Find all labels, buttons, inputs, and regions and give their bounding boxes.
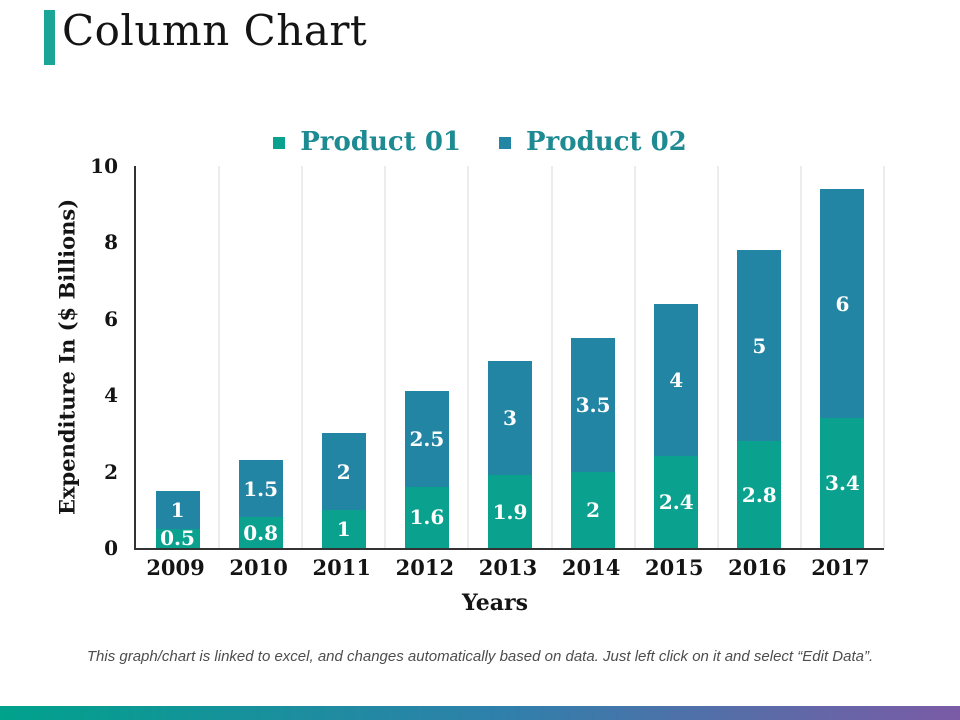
gridline bbox=[551, 166, 553, 548]
bar-segment-product-01-2009[interactable]: 0.5 bbox=[155, 526, 200, 551]
bar-value-label: 1.6 bbox=[409, 505, 445, 530]
x-tick-label-2016: 2016 bbox=[728, 555, 787, 580]
x-tick-label-2017: 2017 bbox=[811, 555, 870, 580]
bottom-gradient-bar bbox=[0, 706, 960, 720]
bar-value-label: 2 bbox=[586, 497, 601, 522]
bar-segment-product-01-2017[interactable]: 3.4 bbox=[820, 418, 865, 548]
gridline bbox=[218, 166, 220, 548]
x-tick-label-2009: 2009 bbox=[146, 555, 205, 580]
gridline bbox=[301, 166, 303, 548]
x-axis-title: Years bbox=[461, 590, 529, 616]
bar-segment-product-02-2014[interactable]: 3.5 bbox=[571, 337, 616, 472]
bar-value-label: 2 bbox=[336, 459, 351, 484]
legend-item-product-02[interactable]: Product 02 bbox=[499, 127, 687, 157]
gridline bbox=[384, 166, 386, 548]
gridline bbox=[800, 166, 802, 548]
legend-item-product-01[interactable]: Product 01 bbox=[273, 127, 461, 157]
bar-value-label: 2.8 bbox=[741, 482, 777, 507]
bar-segment-product-02-2013[interactable]: 3 bbox=[488, 360, 532, 476]
bar-segment-product-01-2013[interactable]: 1.9 bbox=[488, 475, 532, 548]
title-accent-bar bbox=[44, 10, 55, 65]
bar-value-label: 3 bbox=[503, 406, 517, 431]
bar-value-label: 1 bbox=[170, 497, 185, 522]
gridline bbox=[883, 166, 885, 548]
bar-segment-product-02-2011[interactable]: 2 bbox=[321, 433, 366, 510]
bar-value-label: 6 bbox=[835, 291, 850, 316]
bar-segment-product-02-2016[interactable]: 5 bbox=[737, 250, 782, 442]
x-tick-label-2010: 2010 bbox=[229, 555, 288, 580]
y-axis-ticks: 0 2 4 6 8 10 bbox=[0, 156, 120, 558]
bar-segment-product-01-2012[interactable]: 1.6 bbox=[404, 486, 449, 548]
bar-segment-product-01-2016[interactable]: 2.8 bbox=[737, 441, 782, 548]
gridline bbox=[634, 166, 636, 548]
bar-segment-product-01-2014[interactable]: 2 bbox=[571, 471, 616, 548]
bar-segment-product-02-2010[interactable]: 1.5 bbox=[238, 460, 283, 518]
bar-value-label: 1.9 bbox=[492, 499, 528, 524]
bar-value-label: 0.8 bbox=[243, 520, 279, 545]
bar-value-label: 2.4 bbox=[658, 490, 694, 515]
legend-label-product-02: Product 02 bbox=[526, 127, 687, 157]
x-tick-label-2011: 2011 bbox=[312, 555, 371, 580]
bar-segment-product-01-2010[interactable]: 0.8 bbox=[238, 517, 283, 548]
bar-segment-product-02-2009[interactable]: 1 bbox=[155, 490, 200, 529]
plot-area[interactable]: 0.5 1 0.8 1.5 1 2 1.6 2.5 1.9 3 2 3.5 2.4 4 2.8 5 3.4 6 bbox=[134, 166, 885, 551]
y-tick-label: 8 bbox=[104, 230, 118, 255]
legend-swatch-product-02-icon bbox=[499, 137, 511, 149]
gridline bbox=[717, 166, 719, 548]
bar-segment-product-02-2015[interactable]: 4 bbox=[654, 303, 699, 457]
bar-segment-product-01-2015[interactable]: 2.4 bbox=[654, 456, 699, 548]
bar-segment-product-02-2012[interactable]: 2.5 bbox=[404, 391, 449, 487]
bar-value-label: 2.5 bbox=[409, 427, 445, 452]
bar-value-label: 0.5 bbox=[160, 526, 195, 551]
y-tick-label: 2 bbox=[104, 459, 118, 484]
legend-swatch-product-01-icon bbox=[273, 137, 286, 149]
x-tick-label-2013: 2013 bbox=[478, 555, 538, 580]
bar-segment-product-02-2017[interactable]: 6 bbox=[820, 188, 865, 419]
bar-value-label: 1 bbox=[336, 516, 351, 541]
bar-value-label: 3.4 bbox=[825, 471, 860, 496]
column-chart[interactable]: Expenditure In ($ Billions) 0 2 4 6 8 10 0.5 1… bbox=[0, 156, 960, 620]
bar-value-label: 5 bbox=[752, 333, 767, 358]
page-title: Column Chart bbox=[62, 6, 368, 55]
bar-value-label: 1.5 bbox=[243, 476, 279, 501]
chart-legend: Product 01 Product 02 bbox=[0, 126, 960, 158]
y-tick-label: 10 bbox=[90, 154, 118, 178]
bar-segment-product-01-2011[interactable]: 1 bbox=[321, 509, 366, 548]
x-tick-label-2015: 2015 bbox=[644, 555, 704, 580]
legend-label-product-01: Product 01 bbox=[300, 127, 461, 157]
gridline bbox=[467, 166, 469, 548]
x-tick-label-2012: 2012 bbox=[395, 555, 455, 580]
y-tick-label: 0 bbox=[104, 536, 118, 560]
x-axis-labels: 2009 2010 2011 2012 2013 2014 2015 2016 2017 bbox=[134, 556, 882, 584]
footnote: This graph/chart is linked to excel, and… bbox=[86, 648, 874, 665]
x-tick-label-2014: 2014 bbox=[561, 555, 621, 580]
y-tick-label: 6 bbox=[104, 306, 118, 331]
bar-value-label: 4 bbox=[669, 367, 684, 392]
y-tick-label: 4 bbox=[104, 383, 118, 408]
bar-value-label: 3.5 bbox=[575, 392, 611, 417]
